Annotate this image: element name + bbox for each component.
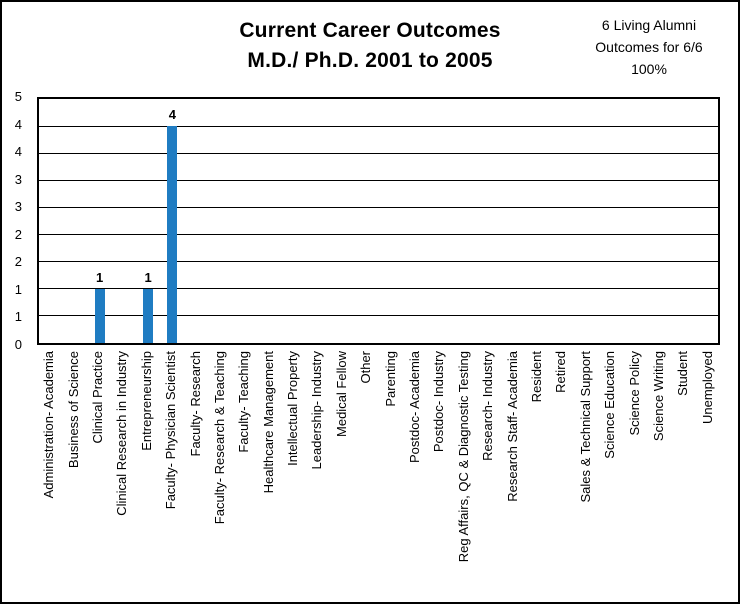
gridline xyxy=(39,206,718,208)
x-category-label: Faculty- Physician Scientist xyxy=(163,351,179,510)
bar-value-label: 1 xyxy=(144,269,152,285)
x-category-cell: Postdoc- Industry xyxy=(427,351,451,601)
x-category-cell: Intellectual Property xyxy=(281,351,305,601)
alumni-note-line3: 100% xyxy=(631,61,667,77)
bar xyxy=(167,126,178,343)
alumni-note: 6 Living Alumni Outcomes for 6/6 100% xyxy=(568,14,730,80)
chart-title-line1: Current Career Outcomes xyxy=(239,19,501,42)
x-category-cell: Parenting xyxy=(378,351,402,601)
x-category-cell: Faculty- Teaching xyxy=(232,351,256,601)
x-category-label: Unemployed xyxy=(699,351,715,424)
x-category-cell: Postdoc- Academia xyxy=(403,351,427,601)
x-category-cell: Sales & Technical Support xyxy=(574,351,598,601)
x-category-label: Other xyxy=(358,351,374,384)
x-category-label: Reg Affairs, QC & Diagnostic Testing xyxy=(455,351,471,563)
x-category-cell: Administration- Academia xyxy=(37,351,61,601)
x-category-cell: Retired xyxy=(549,351,573,601)
x-category-cell: Other xyxy=(354,351,378,601)
x-category-label: Clinical Research in Industry xyxy=(114,351,130,516)
x-category-label: Leadership- Industry xyxy=(309,351,325,470)
x-category-cell: Research- Industry xyxy=(476,351,500,601)
x-category-cell: Healthcare Management xyxy=(257,351,281,601)
x-category-cell: Clinical Research in Industry xyxy=(110,351,134,601)
x-category-cell: Medical Fellow xyxy=(330,351,354,601)
plot-area: 1 1 4 xyxy=(37,97,720,345)
x-category-cell: Faculty- Research xyxy=(183,351,207,601)
x-category-label: Intellectual Property xyxy=(285,351,301,466)
x-category-cell: Resident xyxy=(525,351,549,601)
x-category-label: Science Education xyxy=(602,351,618,459)
x-category-label: Research- Industry xyxy=(480,351,496,461)
y-tick-label: 2 xyxy=(14,226,22,242)
gridline xyxy=(39,315,718,317)
chart-title-line2: M.D./ Ph.D. 2001 to 2005 xyxy=(247,49,493,72)
x-category-label: Postdoc- Academia xyxy=(407,351,423,464)
gridline xyxy=(39,179,718,181)
bar xyxy=(143,288,154,343)
bar-value-label: 4 xyxy=(168,107,176,123)
y-tick-label: 4 xyxy=(14,116,22,132)
y-tick-label: 1 xyxy=(14,309,22,325)
x-category-cell: Science Writing xyxy=(647,351,671,601)
x-category-cell: Business of Science xyxy=(61,351,85,601)
x-category-cell: Reg Affairs, QC & Diagnostic Testing xyxy=(452,351,476,601)
y-tick-label: 0 xyxy=(14,337,22,352)
y-tick-label: 3 xyxy=(14,199,22,215)
x-category-label: Retired xyxy=(553,351,569,393)
alumni-note-line2: Outcomes for 6/6 xyxy=(595,39,703,55)
y-axis: 0 1 1 2 2 3 3 4 4 5 xyxy=(2,89,26,352)
x-category-label: Resident xyxy=(529,351,544,403)
x-category-cell: Unemployed xyxy=(696,351,720,601)
x-category-cell: Research Staff- Academia xyxy=(500,351,524,601)
alumni-note-line1: 6 Living Alumni xyxy=(601,17,697,33)
bar-value-label: 1 xyxy=(96,269,104,285)
x-category-label: Science Policy xyxy=(626,351,642,436)
x-category-cell: Entrepreneurship xyxy=(135,351,159,601)
chart-title: Current Career Outcomes M.D./ Ph.D. 2001… xyxy=(2,16,738,76)
x-category-label: Healthcare Management xyxy=(260,351,276,494)
x-category-label: Faculty- Research & Teaching xyxy=(211,351,227,525)
x-category-label: Entrepreneurship xyxy=(138,351,154,451)
gridline xyxy=(39,125,718,127)
x-category-cell: Student xyxy=(671,351,695,601)
y-tick-label: 2 xyxy=(14,254,22,270)
x-category-cell: Clinical Practice xyxy=(86,351,110,601)
x-category-label: Clinical Practice xyxy=(89,351,105,444)
gridline xyxy=(39,152,718,154)
x-category-label: Faculty- Teaching xyxy=(236,351,252,453)
x-category-label: Faculty- Research xyxy=(187,351,203,457)
x-category-label: Science Writing xyxy=(650,351,666,442)
x-category-cell: Science Policy xyxy=(622,351,646,601)
x-category-label: Student xyxy=(675,351,691,396)
y-tick-label: 5 xyxy=(14,89,22,104)
gridline xyxy=(39,234,718,236)
x-category-cell: Faculty- Research & Teaching xyxy=(208,351,232,601)
x-category-label: Business of Science xyxy=(65,351,81,469)
x-category-label: Postdoc- Industry xyxy=(431,351,447,453)
y-tick-label: 3 xyxy=(14,171,22,187)
gridline xyxy=(39,288,718,290)
y-tick-label: 4 xyxy=(14,144,22,160)
x-category-cell: Faculty- Physician Scientist xyxy=(159,351,183,601)
x-category-label: Medical Fellow xyxy=(333,351,349,437)
x-category-label: Sales & Technical Support xyxy=(577,351,593,503)
bar xyxy=(94,288,105,343)
gridline xyxy=(39,261,718,263)
x-category-label: Administration- Academia xyxy=(41,351,57,499)
x-axis: Administration- Academia Business of Scie… xyxy=(37,351,720,601)
x-category-label: Research Staff- Academia xyxy=(504,351,520,502)
y-tick-label: 1 xyxy=(14,281,22,297)
x-category-cell: Science Education xyxy=(598,351,622,601)
x-category-cell: Leadership- Industry xyxy=(305,351,329,601)
x-category-label: Parenting xyxy=(382,351,398,407)
